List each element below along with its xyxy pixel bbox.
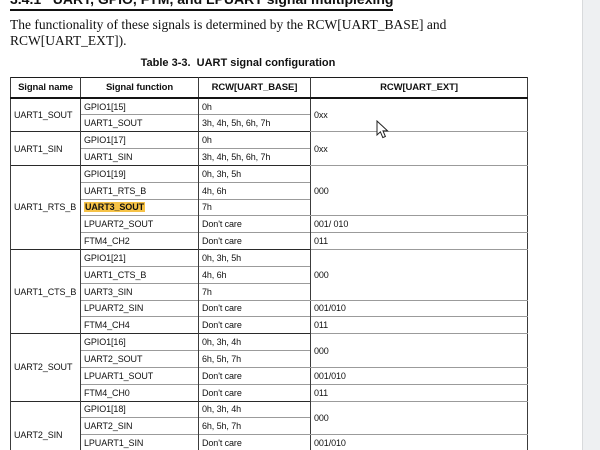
table-row: LPUART2_SOUT Don't care 001/ 010 (11, 215, 528, 234)
column-header-signal-name: Signal name (10, 77, 81, 99)
uart-signal-table: Signal name Signal function RCW[UART_BAS… (10, 77, 528, 450)
signal-name-cell: UART1_SIN (10, 131, 81, 166)
search-highlight: UART3_SOUT (84, 202, 146, 213)
rcw-base-cell: Don't care (198, 299, 311, 317)
signal-function-cell: UART2_SOUT (80, 350, 199, 368)
signal-name-cell: UART1_CTS_B (10, 249, 81, 334)
signal-function-cell: FTM4_CH4 (80, 316, 199, 334)
table-row: UART2_SIN GPIO1[18] 0h, 3h, 4h 000 (10, 400, 528, 450)
rcw-base-cell: 6h, 5h, 7h (198, 417, 311, 435)
table-caption: Table 3-3. UART signal configuration (140, 57, 336, 69)
body-paragraph: The functionality of these signals is de… (10, 17, 470, 48)
section-heading: 3.4.1 UART, GPIO, FTM, and LPUART signal… (10, 0, 394, 11)
rcw-ext-cell: 0xx (310, 131, 528, 166)
signal-function-cell: UART2_SIN (80, 417, 199, 435)
signal-function-cell: LPUART1_SOUT (80, 366, 199, 385)
signal-function-cell: UART3_SOUT (80, 198, 199, 216)
signal-function-cell: GPIO1[18] (80, 400, 199, 418)
table-row: UART3_SOUT 7h (11, 198, 528, 216)
signal-function-cell: GPIO1[19] (80, 164, 199, 183)
table-row: UART1_SOUT 3h, 4h, 5h, 6h, 7h (11, 114, 528, 132)
signal-function-cell: GPIO1[15] (80, 97, 199, 115)
table-row: FTM4_CH2 Don't care 011 (11, 232, 528, 251)
rcw-base-cell: Don't care (198, 215, 311, 233)
signal-function-cell: GPIO1[16] (80, 333, 199, 351)
table-row: FTM4_CH0 Don't care 011 (11, 383, 528, 402)
rcw-ext-cell: 001/010 (310, 299, 528, 318)
rcw-ext-cell: 000 (310, 249, 528, 301)
signal-function-cell: UART3_SIN (80, 282, 199, 301)
rcw-base-cell: 0h, 3h, 4h (198, 400, 311, 418)
rcw-base-cell: 0h (198, 97, 311, 115)
rcw-ext-cell: 011 (310, 316, 528, 335)
signal-function-cell: LPUART2_SIN (80, 299, 199, 317)
rcw-ext-cell: 011 (310, 232, 528, 251)
rcw-ext-cell: 001/010 (310, 434, 528, 450)
paragraph-line: RCW[UART_EXT]). (10, 32, 127, 48)
table-header-row: Signal name Signal function RCW[UART_BAS… (10, 77, 528, 99)
rcw-base-cell: Don't care (198, 434, 311, 450)
rcw-base-cell: Don't care (198, 366, 311, 385)
signal-function-cell: UART1_SOUT (80, 114, 199, 132)
rcw-ext-cell: 001/ 010 (310, 215, 528, 234)
signal-function-cell: UART1_RTS_B (80, 181, 199, 200)
signal-function-cell: UART1_SIN (80, 148, 199, 166)
rcw-base-cell: 7h (198, 198, 311, 216)
column-header-rcw-uart-base: RCW[UART_BASE] (198, 77, 311, 99)
table-row: LPUART1_SIN Don't care 001/010 (11, 434, 528, 450)
table-row: UART1_SIN 3h, 4h, 5h, 6h, 7h (11, 148, 528, 166)
rcw-base-cell: 3h, 4h, 5h, 6h, 7h (198, 148, 311, 166)
table-row: UART1_RTS_B GPIO1[19] 0h, 3h, 5h 000 (10, 164, 528, 250)
rcw-base-cell: 0h, 3h, 5h (198, 164, 311, 183)
signal-function-cell: FTM4_CH0 (80, 383, 199, 401)
signal-function-cell: LPUART1_SIN (80, 434, 199, 450)
mouse-cursor-icon (376, 120, 389, 139)
rcw-base-cell: 7h (198, 282, 311, 301)
rcw-ext-cell: 011 (310, 383, 528, 402)
table-row: UART2_SOUT GPIO1[16] 0h, 3h, 4h 000 (10, 333, 528, 401)
rcw-base-cell: Don't care (198, 383, 311, 401)
rcw-ext-cell: 000 (310, 333, 528, 368)
signal-name-cell: UART2_SOUT (10, 333, 81, 401)
rcw-base-cell: Don't care (198, 316, 311, 334)
signal-name-cell: UART1_SOUT (10, 97, 81, 132)
table-row: UART1_SOUT GPIO1[15] 0h 0xx (10, 97, 528, 133)
paragraph-line: The functionality of these signals is de… (10, 17, 447, 32)
rcw-ext-cell: 0xx (310, 97, 528, 133)
table-row: UART2_SIN 6h, 5h, 7h (11, 417, 528, 435)
table-row: LPUART1_SOUT Don't care 001/010 (11, 366, 528, 385)
signal-function-cell: UART1_CTS_B (80, 265, 199, 284)
rcw-ext-cell: 000 (310, 164, 528, 217)
signal-name-cell: UART2_SIN (10, 400, 81, 450)
table-row: UART1_CTS_B 4h, 6h (11, 265, 528, 284)
signal-function-cell: GPIO1[17] (80, 131, 199, 149)
column-header-signal-function: Signal function (80, 77, 199, 99)
rcw-base-cell: 0h (198, 131, 311, 149)
rcw-base-cell: 0h, 3h, 5h (198, 249, 311, 267)
signal-function-cell: GPIO1[21] (80, 249, 199, 267)
table-row: LPUART2_SIN Don't care 001/010 (11, 299, 528, 318)
rcw-base-cell: Don't care (198, 232, 311, 250)
table-row: UART2_SOUT 6h, 5h, 7h (11, 350, 528, 368)
table-row: UART1_CTS_B GPIO1[21] 0h, 3h, 5h 000 (10, 249, 528, 334)
column-header-rcw-uart-ext: RCW[UART_EXT] (310, 77, 528, 99)
rcw-ext-cell: 000 (310, 400, 528, 436)
table-row: UART1_SIN GPIO1[17] 0h 0xx (10, 131, 528, 166)
rcw-base-cell: 4h, 6h (198, 265, 311, 284)
rcw-ext-cell: 001/010 (310, 366, 528, 385)
scrollbar-track[interactable] (582, 0, 600, 450)
signal-function-cell: LPUART2_SOUT (80, 215, 199, 233)
table-row: FTM4_CH4 Don't care 011 (11, 316, 528, 335)
rcw-base-cell: 3h, 4h, 5h, 6h, 7h (198, 114, 311, 132)
table-row: UART3_SIN 7h (11, 282, 528, 301)
rcw-base-cell: 0h, 3h, 4h (198, 333, 311, 351)
table-row: UART1_RTS_B 4h, 6h (11, 181, 528, 200)
rcw-base-cell: 6h, 5h, 7h (198, 350, 311, 368)
signal-name-cell: UART1_RTS_B (10, 164, 81, 250)
rcw-base-cell: 4h, 6h (198, 181, 311, 200)
signal-function-cell: FTM4_CH2 (80, 232, 199, 250)
